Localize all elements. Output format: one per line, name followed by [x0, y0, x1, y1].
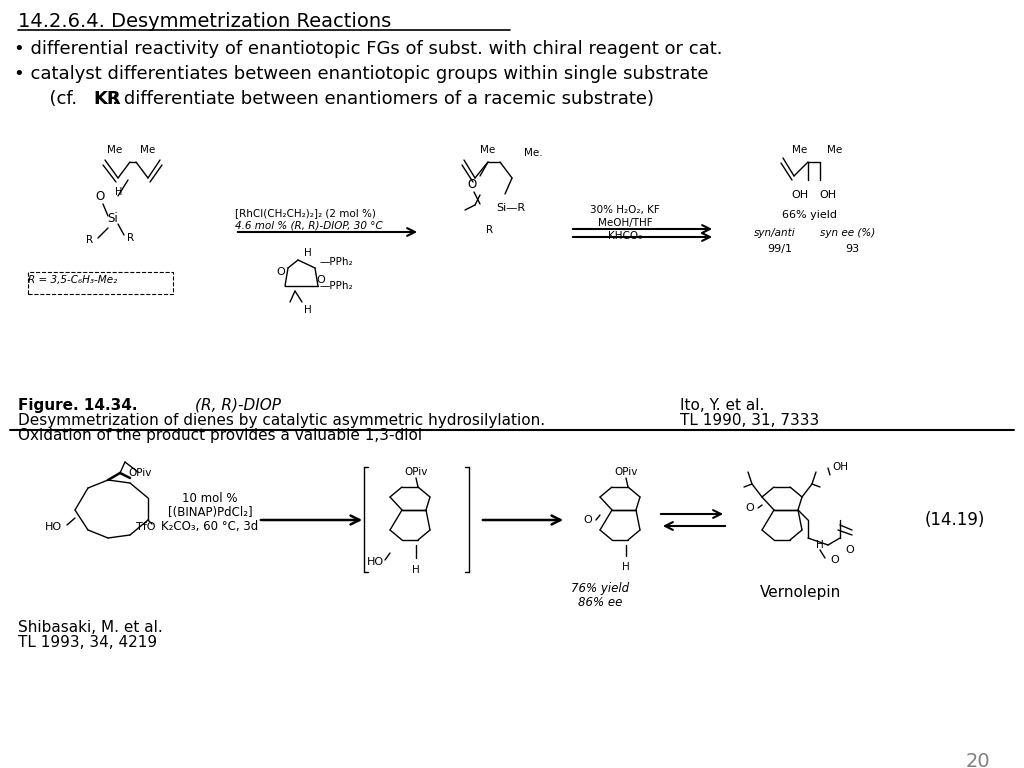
Text: 4.6 mol % (R, R)-DIOP, 30 °C: 4.6 mol % (R, R)-DIOP, 30 °C: [234, 221, 383, 231]
Text: Me.: Me.: [524, 148, 543, 158]
Text: HO: HO: [367, 557, 384, 567]
Text: 66% yield: 66% yield: [782, 210, 838, 220]
Text: Me: Me: [108, 145, 123, 155]
Text: Desymmetrization of dienes by catalytic asymmetric hydrosilylation.: Desymmetrization of dienes by catalytic …: [18, 413, 545, 428]
Text: 99/1: 99/1: [768, 244, 793, 254]
Text: —PPh₂: —PPh₂: [319, 281, 353, 291]
Text: OH: OH: [819, 190, 837, 200]
Text: R = 3,5-C₆H₃-Me₂: R = 3,5-C₆H₃-Me₂: [28, 275, 118, 285]
Text: MeOH/THF: MeOH/THF: [598, 218, 652, 228]
Text: K₂CO₃, 60 °C, 3d: K₂CO₃, 60 °C, 3d: [162, 520, 259, 533]
Text: Me: Me: [827, 145, 843, 155]
Text: 30% H₂O₂, KF: 30% H₂O₂, KF: [590, 205, 659, 215]
Text: O: O: [745, 503, 755, 513]
Text: H: H: [816, 540, 824, 550]
Text: 93: 93: [845, 244, 859, 254]
Text: (R, R)-DIOP: (R, R)-DIOP: [195, 398, 281, 413]
Text: 86% ee: 86% ee: [578, 596, 623, 609]
Text: H: H: [304, 305, 312, 315]
Text: Ito, Y. et al.: Ito, Y. et al.: [680, 398, 764, 413]
Text: 10 mol %: 10 mol %: [182, 492, 238, 505]
Text: Si: Si: [108, 211, 119, 224]
Text: O: O: [467, 177, 476, 190]
Text: H: H: [304, 248, 312, 258]
Text: TL 1993, 34, 4219: TL 1993, 34, 4219: [18, 635, 157, 650]
Text: KR: KR: [93, 90, 121, 108]
Text: O: O: [584, 515, 592, 525]
Text: R: R: [86, 235, 93, 245]
Text: O: O: [846, 545, 854, 555]
Text: Me: Me: [480, 145, 496, 155]
Text: OPiv: OPiv: [128, 468, 152, 478]
Text: 76% yield: 76% yield: [571, 582, 629, 595]
Text: • differential reactivity of enantiotopic FGs of subst. with chiral reagent or c: • differential reactivity of enantiotopi…: [14, 40, 723, 58]
Bar: [28, 272, 173, 294]
Text: O: O: [316, 275, 326, 285]
Text: 20: 20: [966, 752, 990, 768]
Text: Si—R: Si—R: [496, 203, 525, 213]
Text: Me: Me: [793, 145, 808, 155]
Text: O: O: [830, 555, 840, 565]
Text: Figure. 14.34.: Figure. 14.34.: [18, 398, 137, 413]
Text: H: H: [623, 562, 630, 572]
Text: R: R: [127, 233, 134, 243]
Text: OPiv: OPiv: [404, 467, 428, 477]
Text: 14.2.6.4. Desymmetrization Reactions: 14.2.6.4. Desymmetrization Reactions: [18, 12, 391, 31]
Text: Oxidation of the product provides a valuable 1,3-diol: Oxidation of the product provides a valu…: [18, 428, 422, 443]
Text: OPiv: OPiv: [614, 467, 638, 477]
Text: O: O: [95, 190, 104, 203]
Text: TL 1990, 31, 7333: TL 1990, 31, 7333: [680, 413, 819, 428]
Text: HO: HO: [45, 522, 62, 532]
Text: • catalyst differentiates between enantiotopic groups within single substrate: • catalyst differentiates between enanti…: [14, 65, 709, 83]
Text: O: O: [276, 267, 286, 277]
Text: H: H: [412, 565, 420, 575]
Text: (cf.: (cf.: [38, 90, 83, 108]
Text: Shibasaki, M. et al.: Shibasaki, M. et al.: [18, 620, 163, 635]
Text: Vernolepin: Vernolepin: [760, 585, 841, 600]
Text: : differentiate between enantiomers of a racemic substrate): : differentiate between enantiomers of a…: [112, 90, 654, 108]
Text: TfO: TfO: [136, 522, 156, 532]
Text: R: R: [486, 225, 494, 235]
Text: syn/anti: syn/anti: [755, 228, 796, 238]
Text: (14.19): (14.19): [925, 511, 985, 529]
Text: OH: OH: [831, 462, 848, 472]
Text: syn ee (%): syn ee (%): [820, 228, 876, 238]
Text: OH: OH: [792, 190, 809, 200]
Text: H: H: [116, 187, 123, 197]
Text: —PPh₂: —PPh₂: [319, 257, 353, 267]
Text: [RhCl(CH₂CH₂)₂]₂ (2 mol %): [RhCl(CH₂CH₂)₂]₂ (2 mol %): [234, 208, 376, 218]
Text: KHCO₃: KHCO₃: [608, 231, 642, 241]
Text: [(BINAP)PdCl₂]: [(BINAP)PdCl₂]: [168, 506, 252, 519]
Text: Me: Me: [140, 145, 156, 155]
